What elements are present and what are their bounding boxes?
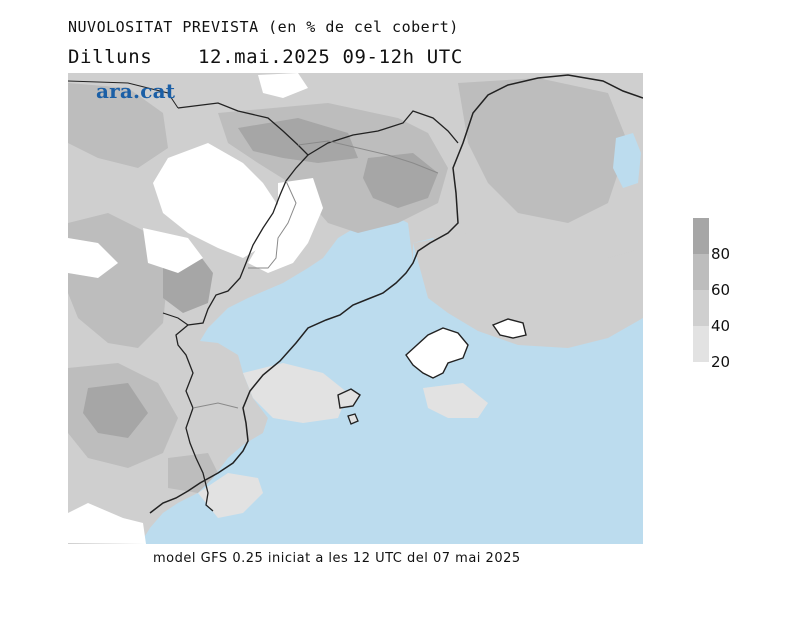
- legend-swatch-20: [693, 326, 709, 362]
- border-line: [175, 102, 309, 512]
- island-eivissa: [337, 388, 361, 409]
- clear-sky: [68, 503, 146, 544]
- forecast-time: Dilluns 12.mai.2025 09-12h UTC: [68, 46, 462, 68]
- legend-swatch-60: [693, 254, 709, 290]
- clear-sky: [143, 228, 203, 273]
- sea-patch: [613, 133, 641, 188]
- province-line: [248, 180, 297, 269]
- cloud-patch: [458, 78, 628, 223]
- province-line: [192, 402, 239, 409]
- cloud-patch: [363, 153, 438, 208]
- clear-sky: [258, 73, 308, 98]
- clear-sky: [68, 238, 118, 278]
- model-info: model GFS 0.25 iniciat a les 12 UTC del …: [153, 551, 521, 566]
- day-label: Dilluns: [68, 46, 153, 68]
- cloud-patch-sea: [413, 233, 643, 348]
- cloud-patch-sea: [243, 363, 348, 423]
- map-canvas: [68, 73, 643, 544]
- island-formentera: [347, 413, 359, 425]
- cloud-patch-sea: [198, 473, 263, 518]
- legend-swatch-40: [693, 290, 709, 326]
- border-line: [307, 110, 459, 156]
- island-menorca: [491, 318, 527, 339]
- border-line: [162, 312, 189, 326]
- province-line: [297, 140, 439, 174]
- chart-title: NUVOLOSITAT PREVISTA (en % de cel cobert…: [68, 18, 459, 36]
- cloud-patch: [83, 383, 148, 438]
- clear-sky: [248, 178, 323, 273]
- legend-colorbar: [693, 218, 709, 362]
- legend-label-20: 20: [711, 353, 731, 371]
- legend-swatch-80: [693, 218, 709, 254]
- clear-sky: [153, 143, 283, 258]
- ara-cat-logo[interactable]: ara.cat: [96, 79, 176, 103]
- legend-label-40: 40: [711, 317, 731, 335]
- coastline: [149, 74, 643, 514]
- cloud-cover-map: ara.cat: [68, 73, 643, 544]
- island-mallorca: [405, 327, 469, 379]
- sea-border: [68, 80, 179, 109]
- legend-label-80: 80: [711, 245, 731, 263]
- cloud-patch: [238, 118, 358, 163]
- cloud-patch: [68, 83, 168, 168]
- cloud-patch-sea: [423, 383, 488, 418]
- legend-label-60: 60: [711, 281, 731, 299]
- date-label: 12.mai.2025 09-12h UTC: [198, 46, 463, 68]
